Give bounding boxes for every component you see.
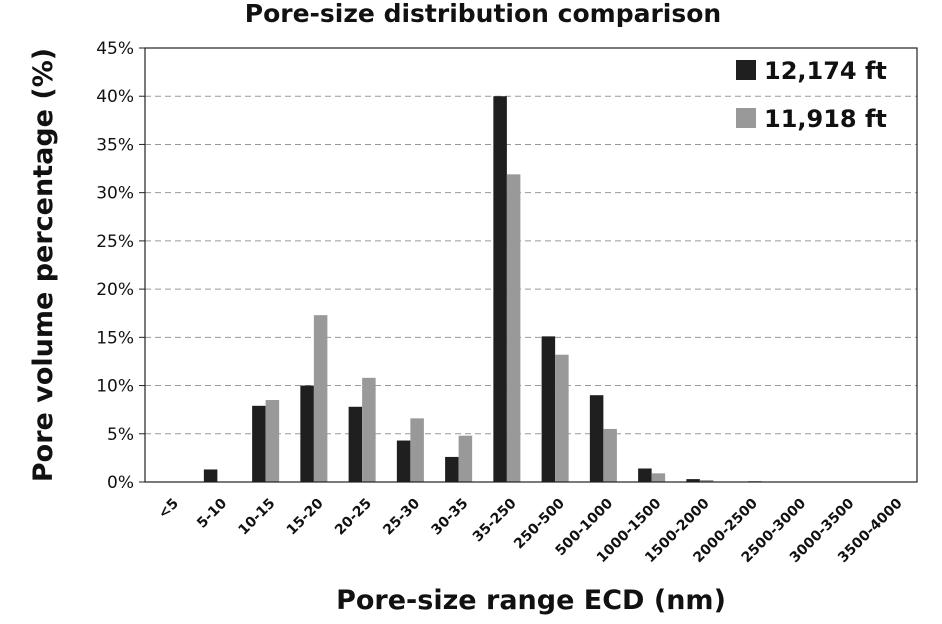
bar-series2-11 — [699, 480, 714, 482]
legend-label: 11,918 ft — [764, 105, 887, 133]
y-tick-label: 20% — [96, 280, 134, 300]
bar-series2-3 — [313, 315, 328, 482]
y-tick-label: 0% — [107, 473, 134, 493]
bar-series1-5 — [396, 440, 411, 482]
x-axis-label: Pore-size range ECD (nm) — [336, 585, 726, 616]
y-tick-label: 30% — [96, 184, 134, 204]
bar-series2-10 — [651, 473, 666, 482]
y-tick-label: 10% — [96, 377, 134, 397]
legend-swatch — [736, 108, 756, 128]
y-axis-label: Pore volume percentage (%) — [28, 48, 59, 482]
y-tick-label: 35% — [96, 135, 134, 155]
y-tick-label: 45% — [96, 39, 134, 59]
gridlines — [145, 95, 917, 435]
legend-label: 12,174 ft — [764, 57, 887, 85]
x-tick-label: 35-250 — [470, 495, 520, 545]
y-tick-label: 15% — [96, 328, 134, 348]
x-axis-ticks: <5 5-10 10-15 15-20 20-25 25-30 30-3535-250250… — [155, 495, 905, 566]
chart-title: Pore-size distribution comparison — [245, 0, 721, 28]
bar-series2-9 — [603, 428, 617, 482]
x-tick-label: 25-30 — [380, 495, 423, 538]
x-tick-label: 30-35 — [428, 496, 471, 539]
y-tick-label: 40% — [96, 87, 134, 107]
x-tick-label: <5 — [155, 496, 182, 523]
bar-series2-4 — [362, 377, 376, 482]
y-tick-label: 5% — [107, 425, 134, 445]
bar-series1-1 — [203, 469, 218, 482]
legend-swatch — [736, 60, 756, 80]
bar-series1-3 — [300, 385, 314, 482]
x-tick-label: 15-20 — [284, 495, 327, 538]
bar-series2-5 — [410, 418, 424, 482]
bar-series1-10 — [638, 468, 652, 482]
bars — [203, 96, 762, 482]
bar-series1-9 — [589, 395, 604, 482]
y-axis-ticks: 0% 5% 10% 15% 20% 25% 30% 35% 40% 45% — [96, 39, 145, 493]
bar-series1-7 — [493, 96, 507, 482]
y-tick-label: 25% — [96, 232, 134, 252]
bar-series1-11 — [686, 479, 700, 482]
x-tick-label: 10-15 — [235, 496, 278, 539]
bar-series2-6 — [458, 435, 473, 482]
x-tick-label: 20-25 — [332, 496, 375, 539]
bar-series2-7 — [506, 174, 521, 482]
bar-series2-8 — [555, 354, 569, 482]
bar-series1-6 — [445, 456, 459, 482]
bar-series1-2 — [252, 405, 266, 482]
bar-series1-4 — [348, 406, 363, 482]
bar-series1-8 — [541, 336, 556, 482]
bar-series2-2 — [265, 400, 280, 482]
legend: 12,174 ft 11,918 ft — [736, 57, 887, 133]
x-tick-label: 5-10 — [194, 495, 230, 531]
plot-frame — [144, 47, 918, 483]
